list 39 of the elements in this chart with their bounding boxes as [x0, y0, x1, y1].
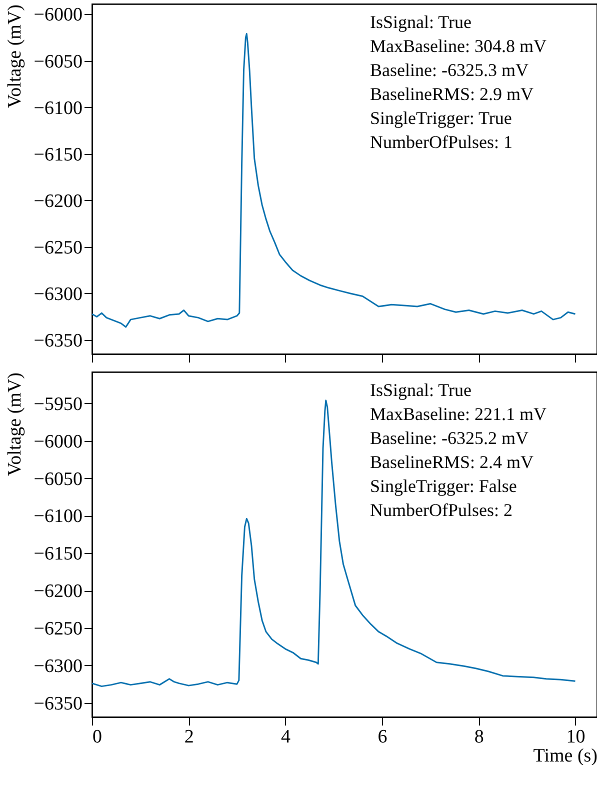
annotation: MaxBaseline: 221.1 mV [370, 404, 546, 424]
y-axis-title: Voltage (mV) [4, 4, 26, 108]
x-tick-label: 6 [378, 726, 388, 748]
line-series [92, 33, 576, 328]
y-tick-label: −6050 [34, 51, 82, 72]
y-tick-label: −6250 [34, 237, 82, 258]
y-tick-label: −6250 [34, 618, 82, 640]
annotation: IsSignal: True [370, 380, 472, 400]
annotation: Baseline: -6325.3 mV [370, 60, 528, 80]
y-tick-label: −6050 [34, 468, 82, 490]
y-tick-label: −6300 [34, 656, 82, 677]
y-tick-label: −5950 [34, 394, 82, 415]
annotation: MaxBaseline: 304.8 mV [370, 36, 546, 56]
x-tick-label: 10 [566, 726, 586, 748]
y-tick-label: −6300 [34, 284, 82, 305]
line-series [92, 400, 576, 688]
y-tick-label: −6100 [34, 98, 82, 119]
annotation: SingleTrigger: False [370, 476, 517, 496]
y-tick-label: −6000 [34, 431, 82, 452]
x-tick-label: 4 [281, 726, 292, 748]
y-axis-title: Voltage (mV) [4, 372, 26, 476]
y-tick-label: −6350 [34, 693, 82, 714]
annotation: BaselineRMS: 2.4 mV [370, 452, 534, 472]
y-tick-label: −6150 [34, 544, 82, 565]
y-tick-label: −6200 [34, 581, 82, 602]
x-tick-label: 8 [474, 726, 484, 748]
annotation: IsSignal: True [370, 12, 472, 32]
y-tick-label: −6350 [34, 330, 82, 352]
y-tick-label: −6000 [34, 4, 82, 26]
x-tick-label: 0 [92, 726, 102, 748]
x-tick-label: 2 [184, 726, 194, 748]
annotation: NumberOfPulses: 2 [370, 500, 512, 520]
annotation: NumberOfPulses: 1 [370, 132, 512, 152]
annotation: SingleTrigger: True [370, 108, 512, 128]
y-tick-label: −6100 [34, 506, 82, 528]
y-tick-label: −6200 [34, 190, 82, 212]
y-tick-label: −6150 [34, 144, 82, 166]
annotation: BaselineRMS: 2.9 mV [370, 84, 534, 104]
annotation: Baseline: -6325.2 mV [370, 428, 528, 448]
